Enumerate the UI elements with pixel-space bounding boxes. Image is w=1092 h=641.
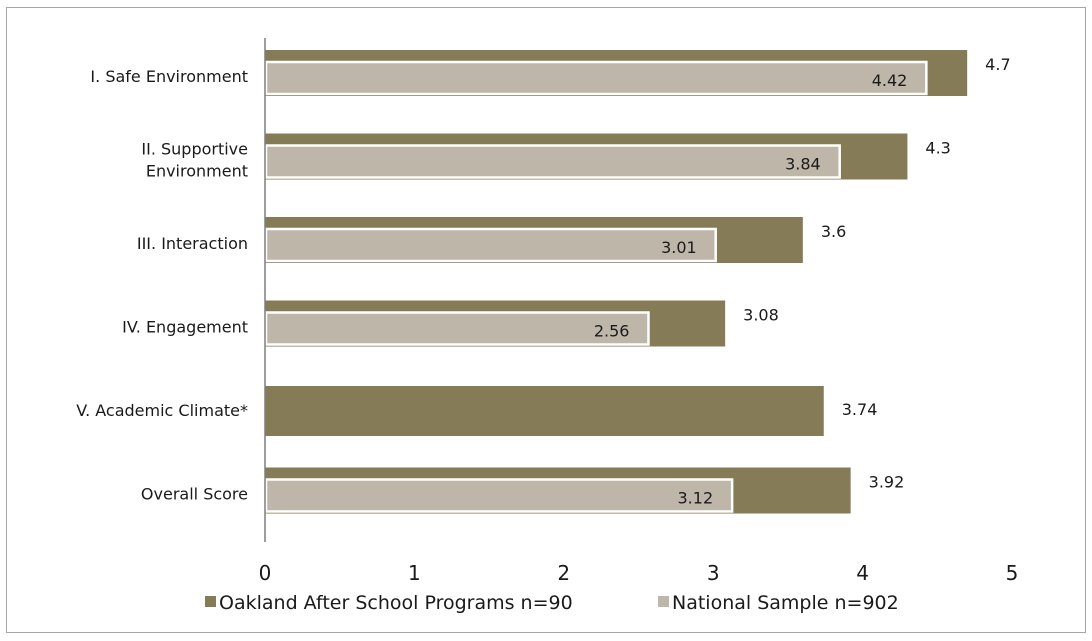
data-label-oakland-4: 3.74 — [842, 400, 878, 419]
data-label-national-3: 2.56 — [594, 322, 630, 341]
legend-swatch-1 — [658, 596, 669, 607]
category-label-2: III. Interaction — [137, 234, 248, 253]
data-label-national-2: 3.01 — [661, 238, 697, 257]
bar-national-0 — [264, 60, 928, 96]
x-tick-label-5: 5 — [1006, 561, 1019, 585]
data-label-national-5: 3.12 — [678, 489, 714, 508]
data-label-national-1: 3.84 — [785, 155, 821, 174]
data-label-oakland-5: 3.92 — [869, 473, 905, 492]
category-label-5: Overall Score — [141, 485, 248, 504]
bar-oakland-4 — [265, 386, 824, 436]
x-tick-label-1: 1 — [408, 561, 421, 585]
legend: Oakland After School Programs n=90 Nation… — [205, 592, 899, 614]
category-label-4: V. Academic Climate* — [76, 401, 248, 420]
labels-layer: 4.7 4.42 I. Safe Environment 4.3 3.84 II. Sup… — [76, 55, 1010, 508]
x-tick-label-0: 0 — [259, 561, 272, 585]
legend-swatch-0 — [205, 596, 216, 607]
category-label-0: I. Safe Environment — [90, 67, 248, 86]
legend-label-0: Oakland After School Programs n=90 — [219, 592, 573, 614]
x-axis-ticks: 0 1 2 3 4 5 — [259, 561, 1019, 585]
data-label-oakland-1: 4.3 — [925, 139, 950, 158]
x-tick-label-4: 4 — [856, 561, 869, 585]
legend-label-1: National Sample n=902 — [672, 592, 899, 614]
x-tick-label-3: 3 — [707, 561, 720, 585]
x-tick-label-2: 2 — [557, 561, 570, 585]
bar-national-5 — [264, 478, 734, 513]
bar-national-2 — [264, 227, 717, 263]
category-label-1-line-1: Environment — [146, 162, 248, 181]
data-label-oakland-2: 3.6 — [821, 222, 846, 241]
category-label-3: IV. Engagement — [122, 318, 248, 337]
data-label-oakland-0: 4.7 — [985, 55, 1010, 74]
data-label-oakland-3: 3.08 — [743, 306, 779, 325]
category-label-1-line-0: II. Supportive — [141, 140, 248, 159]
bar-national-3 — [264, 311, 650, 346]
bars-layer — [264, 50, 968, 514]
bar-national-1 — [264, 144, 841, 179]
data-label-national-0: 4.42 — [872, 71, 908, 90]
